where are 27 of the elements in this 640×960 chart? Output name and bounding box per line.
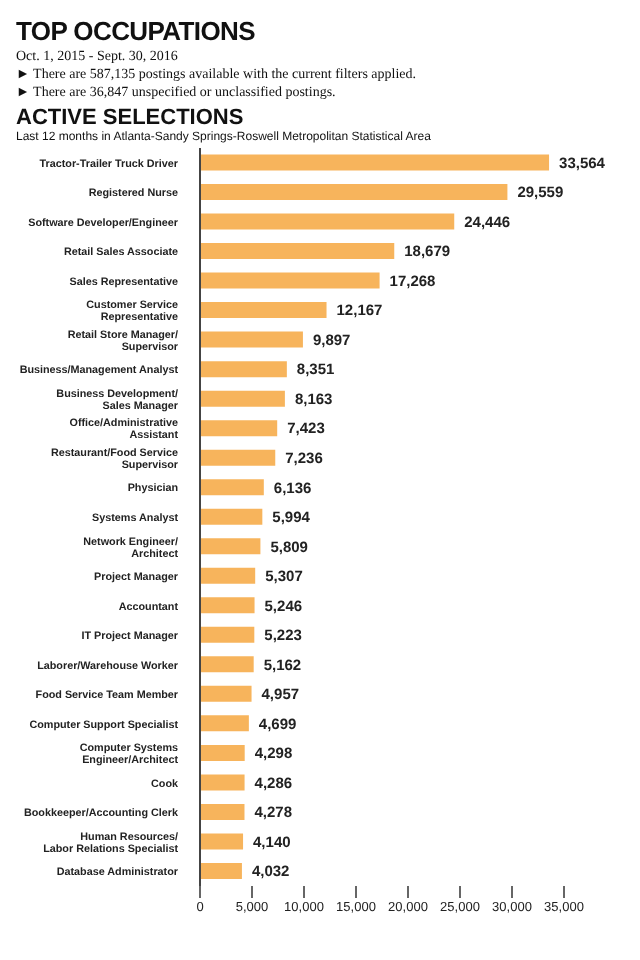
bar bbox=[200, 685, 252, 702]
text: ACTIVE SELECTIONS bbox=[16, 106, 246, 130]
bar bbox=[200, 302, 327, 319]
bar bbox=[200, 597, 255, 614]
bar bbox=[200, 803, 245, 820]
chart-title: TOP OCCUPATIONS bbox=[16, 16, 257, 46]
bar bbox=[200, 567, 256, 584]
bar bbox=[200, 774, 245, 791]
bar bbox=[200, 449, 276, 466]
bar bbox=[200, 479, 264, 496]
bar bbox=[200, 744, 245, 761]
bar bbox=[200, 538, 261, 555]
bar bbox=[200, 715, 249, 732]
bar bbox=[200, 184, 508, 201]
bar bbox=[200, 361, 287, 378]
bar bbox=[200, 390, 285, 407]
bar bbox=[200, 243, 395, 260]
bar bbox=[200, 862, 242, 879]
bar bbox=[200, 331, 303, 348]
bar bbox=[200, 656, 254, 673]
bar bbox=[200, 833, 244, 850]
bar bbox=[200, 420, 278, 437]
bar bbox=[200, 626, 255, 643]
bar bbox=[200, 154, 550, 171]
bar bbox=[200, 508, 263, 525]
bar bbox=[200, 272, 380, 289]
bar bbox=[200, 213, 455, 230]
